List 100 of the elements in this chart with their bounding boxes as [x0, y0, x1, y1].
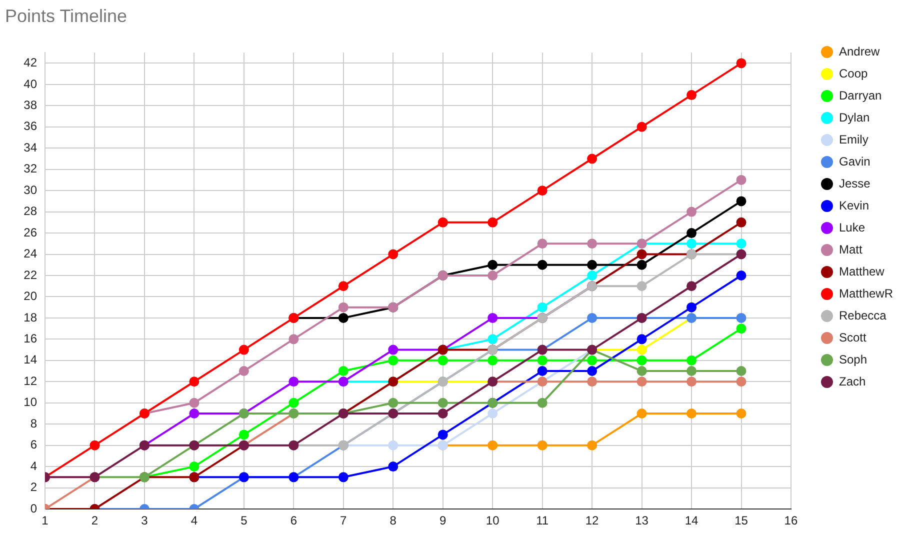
point	[736, 366, 746, 376]
y-tick-label: 0	[30, 501, 38, 516]
point	[686, 206, 697, 217]
point	[736, 196, 746, 206]
point	[537, 355, 548, 366]
point	[438, 430, 448, 440]
y-tick-label: 30	[24, 182, 38, 197]
point	[686, 376, 697, 387]
point	[388, 344, 398, 355]
legend-label: Jesse	[838, 176, 871, 190]
point	[736, 376, 746, 387]
point	[736, 270, 746, 280]
x-tick-label: 15	[734, 514, 748, 528]
point	[736, 324, 746, 334]
y-tick-label: 26	[24, 225, 38, 240]
y-tick-label: 12	[24, 374, 38, 388]
y-tick-label: 2	[30, 480, 38, 494]
point	[338, 472, 348, 482]
y-tick-label: 40	[24, 76, 38, 91]
point	[587, 270, 598, 280]
x-tick-label: 14	[684, 514, 699, 528]
point	[587, 376, 598, 387]
point	[488, 260, 498, 270]
y-tick-label: 36	[24, 119, 38, 134]
point	[388, 440, 398, 450]
y-tick-label: 24	[24, 246, 38, 261]
point	[686, 355, 697, 366]
point	[636, 249, 647, 260]
point	[338, 281, 348, 292]
point	[488, 270, 498, 280]
point	[488, 408, 498, 418]
point	[288, 376, 299, 387]
point	[189, 408, 200, 418]
legend-label: MatthewR	[838, 286, 894, 300]
point	[537, 302, 548, 312]
y-tick-label: 4	[30, 458, 38, 473]
legend-label: Soph	[838, 352, 868, 366]
point	[636, 355, 647, 366]
x-tick-label: 11	[536, 514, 549, 528]
point	[238, 366, 249, 376]
x-tick-label: 2	[91, 514, 98, 528]
legend-label: Scott	[838, 330, 867, 344]
point	[686, 281, 697, 292]
point	[587, 355, 598, 366]
point	[488, 355, 498, 366]
point	[537, 366, 548, 376]
point	[736, 408, 746, 418]
point	[488, 440, 498, 450]
x-tick-label: 8	[390, 514, 397, 528]
point	[388, 398, 398, 408]
y-tick-label: 22	[24, 268, 38, 282]
point	[686, 238, 697, 249]
point	[686, 228, 697, 238]
point	[636, 366, 647, 376]
x-tick-label: 1	[42, 514, 49, 528]
point	[238, 430, 249, 440]
point	[686, 408, 697, 418]
x-tick-label: 16	[784, 514, 798, 528]
point	[736, 174, 746, 185]
point	[636, 122, 647, 132]
y-tick-label: 32	[24, 162, 38, 176]
point	[587, 154, 598, 164]
point	[636, 408, 647, 418]
point	[636, 376, 647, 387]
point	[189, 398, 200, 408]
y-tick-label: 14	[24, 352, 38, 367]
point	[537, 186, 548, 196]
legend-label: Darryan	[838, 88, 882, 102]
legend-label: Emily	[838, 132, 868, 146]
point	[438, 398, 448, 408]
y-tick-label: 16	[24, 331, 38, 346]
point	[438, 355, 448, 366]
y-tick-label: 8	[30, 416, 38, 430]
y-tick-label: 10	[24, 395, 38, 410]
x-tick-label: 3	[141, 514, 148, 528]
point	[587, 366, 598, 376]
point	[686, 302, 697, 312]
point	[488, 217, 498, 228]
chart-title: Points Timeline	[5, 6, 128, 26]
y-tick-label: 42	[24, 56, 38, 70]
legend-label: Matt	[838, 242, 863, 256]
y-tick-label: 18	[24, 310, 38, 324]
point	[686, 366, 697, 376]
legend-label: Zach	[838, 374, 866, 388]
y-tick-label: 34	[24, 140, 38, 154]
point	[338, 302, 348, 312]
point	[587, 312, 598, 323]
legend-label: Dylan	[838, 110, 870, 124]
point	[238, 344, 249, 355]
legend-label: Matthew	[838, 264, 885, 278]
point	[636, 281, 647, 292]
point	[587, 238, 598, 249]
legend-label: Gavin	[838, 154, 870, 168]
x-tick-label: 13	[635, 514, 649, 528]
point	[488, 334, 498, 344]
point	[338, 366, 348, 376]
legend-label: Coop	[838, 66, 868, 80]
x-tick-label: 4	[190, 514, 198, 528]
point	[338, 312, 348, 323]
point	[537, 398, 548, 408]
